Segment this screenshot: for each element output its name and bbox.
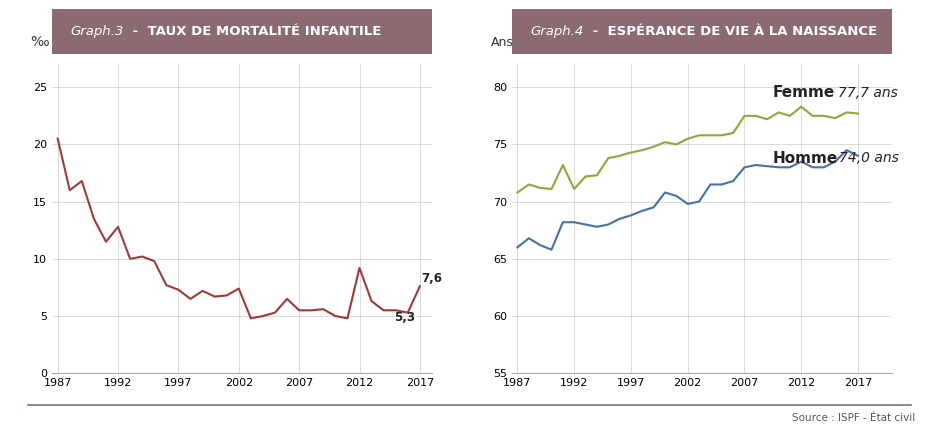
Text: ‰: ‰ [31,35,50,49]
Text: Homme: Homme [773,151,839,166]
FancyBboxPatch shape [52,9,432,54]
Text: Graph.4: Graph.4 [531,24,584,38]
Text: Source : ISPF - État civil: Source : ISPF - État civil [793,413,916,423]
Text: Femme: Femme [773,85,835,100]
Text: 7,6: 7,6 [421,272,442,285]
Text: 5,3: 5,3 [394,311,416,323]
Text: 77,7 ans: 77,7 ans [838,86,898,100]
Text: Graph.3: Graph.3 [70,24,124,38]
Text: -  TAUX DE MORTALITÉ INFANTILE: - TAUX DE MORTALITÉ INFANTILE [128,24,381,38]
Text: 74,0 ans: 74,0 ans [839,151,899,165]
Text: Ans: Ans [491,36,514,49]
FancyBboxPatch shape [512,9,892,54]
Text: -  ESPÉRANCE DE VIE À LA NAISSANCE: - ESPÉRANCE DE VIE À LA NAISSANCE [588,24,877,38]
